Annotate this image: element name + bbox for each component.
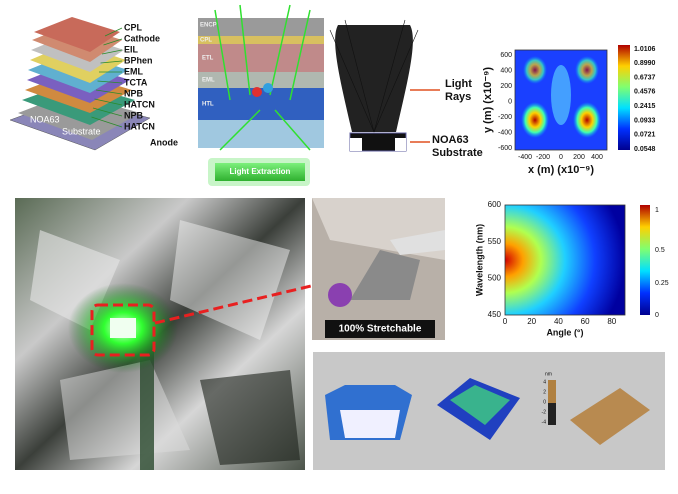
leader-line: [100, 60, 123, 64]
scale-tick: 2: [543, 389, 546, 395]
colorbar-label: 0.4576: [634, 89, 656, 96]
layer-label: Cathode: [124, 33, 160, 43]
layer-label: Anode: [150, 137, 178, 147]
caption: 100% Stretchable: [339, 324, 422, 335]
layer-label: NPB: [124, 110, 144, 120]
y-tick-label: -600: [498, 145, 512, 152]
layer-label: CPL: [124, 22, 143, 32]
x-tick-label: 0: [559, 154, 563, 161]
stack-diagram: [9, 17, 151, 151]
x-tick-label: -400: [518, 154, 532, 161]
y-tick-label: 450: [488, 310, 502, 319]
layer-label: CPL: [200, 38, 212, 44]
y-tick-label: 0: [508, 98, 512, 105]
layer-label: EML: [202, 78, 215, 84]
field-map: [514, 45, 630, 151]
ray-label: Light: [445, 78, 472, 90]
x-axis-label: Angle (°): [546, 327, 583, 337]
colorbar-label: 0.8990: [634, 60, 656, 67]
colorbar-label: 0.25: [655, 280, 669, 287]
stretch-photo: [312, 198, 445, 340]
leader-line: [94, 98, 123, 106]
y-tick-label: 550: [488, 237, 502, 246]
ray-label: NOA63: [432, 134, 469, 146]
device-photo: [15, 198, 371, 470]
y-tick-label: -200: [498, 114, 512, 121]
angular-map: [504, 204, 650, 316]
layer-label: EIL: [124, 44, 139, 54]
leader-line: [103, 38, 123, 46]
y-tick-label: 600: [488, 200, 502, 209]
scale-tick: 0: [543, 399, 546, 405]
layer-label: HATCN: [124, 99, 155, 109]
x-tick-label: 0: [503, 317, 508, 326]
layer-label: TCTA: [124, 77, 148, 87]
x-tick-label: 40: [554, 317, 563, 326]
layer-label: HATCN: [124, 121, 155, 131]
colorbar-label: 0.6737: [634, 74, 656, 81]
x-tick-label: 20: [527, 317, 536, 326]
y-axis-label: y (m) (x10⁻⁹): [482, 67, 494, 133]
layer-label: ENCP: [200, 23, 217, 29]
colorbar-label: 1.0106: [634, 46, 656, 53]
layer-label: BPhen: [124, 55, 153, 65]
ray-trace: [329, 19, 440, 152]
x-tick-label: 400: [591, 154, 603, 161]
leader-line: [104, 27, 123, 37]
scale-unit: nm: [545, 371, 552, 377]
scale-tick: -4: [542, 419, 547, 425]
y-tick-label: 200: [500, 83, 512, 90]
substrate-label: NOA63: [30, 114, 60, 124]
device-schematic: [198, 4, 324, 186]
colorbar-label: 0.0933: [634, 117, 656, 124]
leader-line: [91, 116, 123, 128]
y-tick-label: 600: [500, 52, 512, 59]
leader-line: [97, 80, 123, 84]
colorbar-label: 0: [655, 312, 659, 319]
x-tick-label: 200: [573, 154, 585, 161]
layer-label: HTL: [202, 102, 214, 108]
leader-line: [101, 49, 123, 55]
scale-tick: -2: [542, 409, 547, 415]
x-tick-label: -200: [536, 154, 550, 161]
x-axis-label: x (m) (x10⁻⁹): [528, 164, 594, 176]
x-tick-label: 60: [581, 317, 590, 326]
leader-line: [92, 107, 123, 117]
x-tick-label: 80: [607, 317, 616, 326]
colorbar-label: 1: [655, 207, 659, 214]
colorbar-label: 0.5: [655, 247, 665, 254]
layer-label: ETL: [202, 56, 214, 62]
y-tick-label: 400: [500, 67, 512, 74]
ray-label: Substrate: [432, 147, 483, 159]
afm-panel: [313, 352, 665, 470]
layer-label: EML: [124, 66, 144, 76]
caption: Light Extraction: [230, 167, 291, 176]
colorbar-label: 0.0721: [634, 132, 656, 139]
ray-label: Rays: [445, 91, 471, 103]
substrate-label: Substrate: [62, 126, 101, 136]
layer-label: NPB: [124, 88, 144, 98]
y-axis-label: Wavelength (nm): [474, 224, 484, 296]
y-tick-label: -400: [498, 129, 512, 136]
scale-tick: 4: [543, 379, 546, 385]
leader-line: [95, 89, 123, 95]
y-tick-label: 500: [488, 274, 502, 283]
colorbar-label: 0.0548: [634, 146, 656, 153]
colorbar-label: 0.2415: [634, 103, 656, 110]
